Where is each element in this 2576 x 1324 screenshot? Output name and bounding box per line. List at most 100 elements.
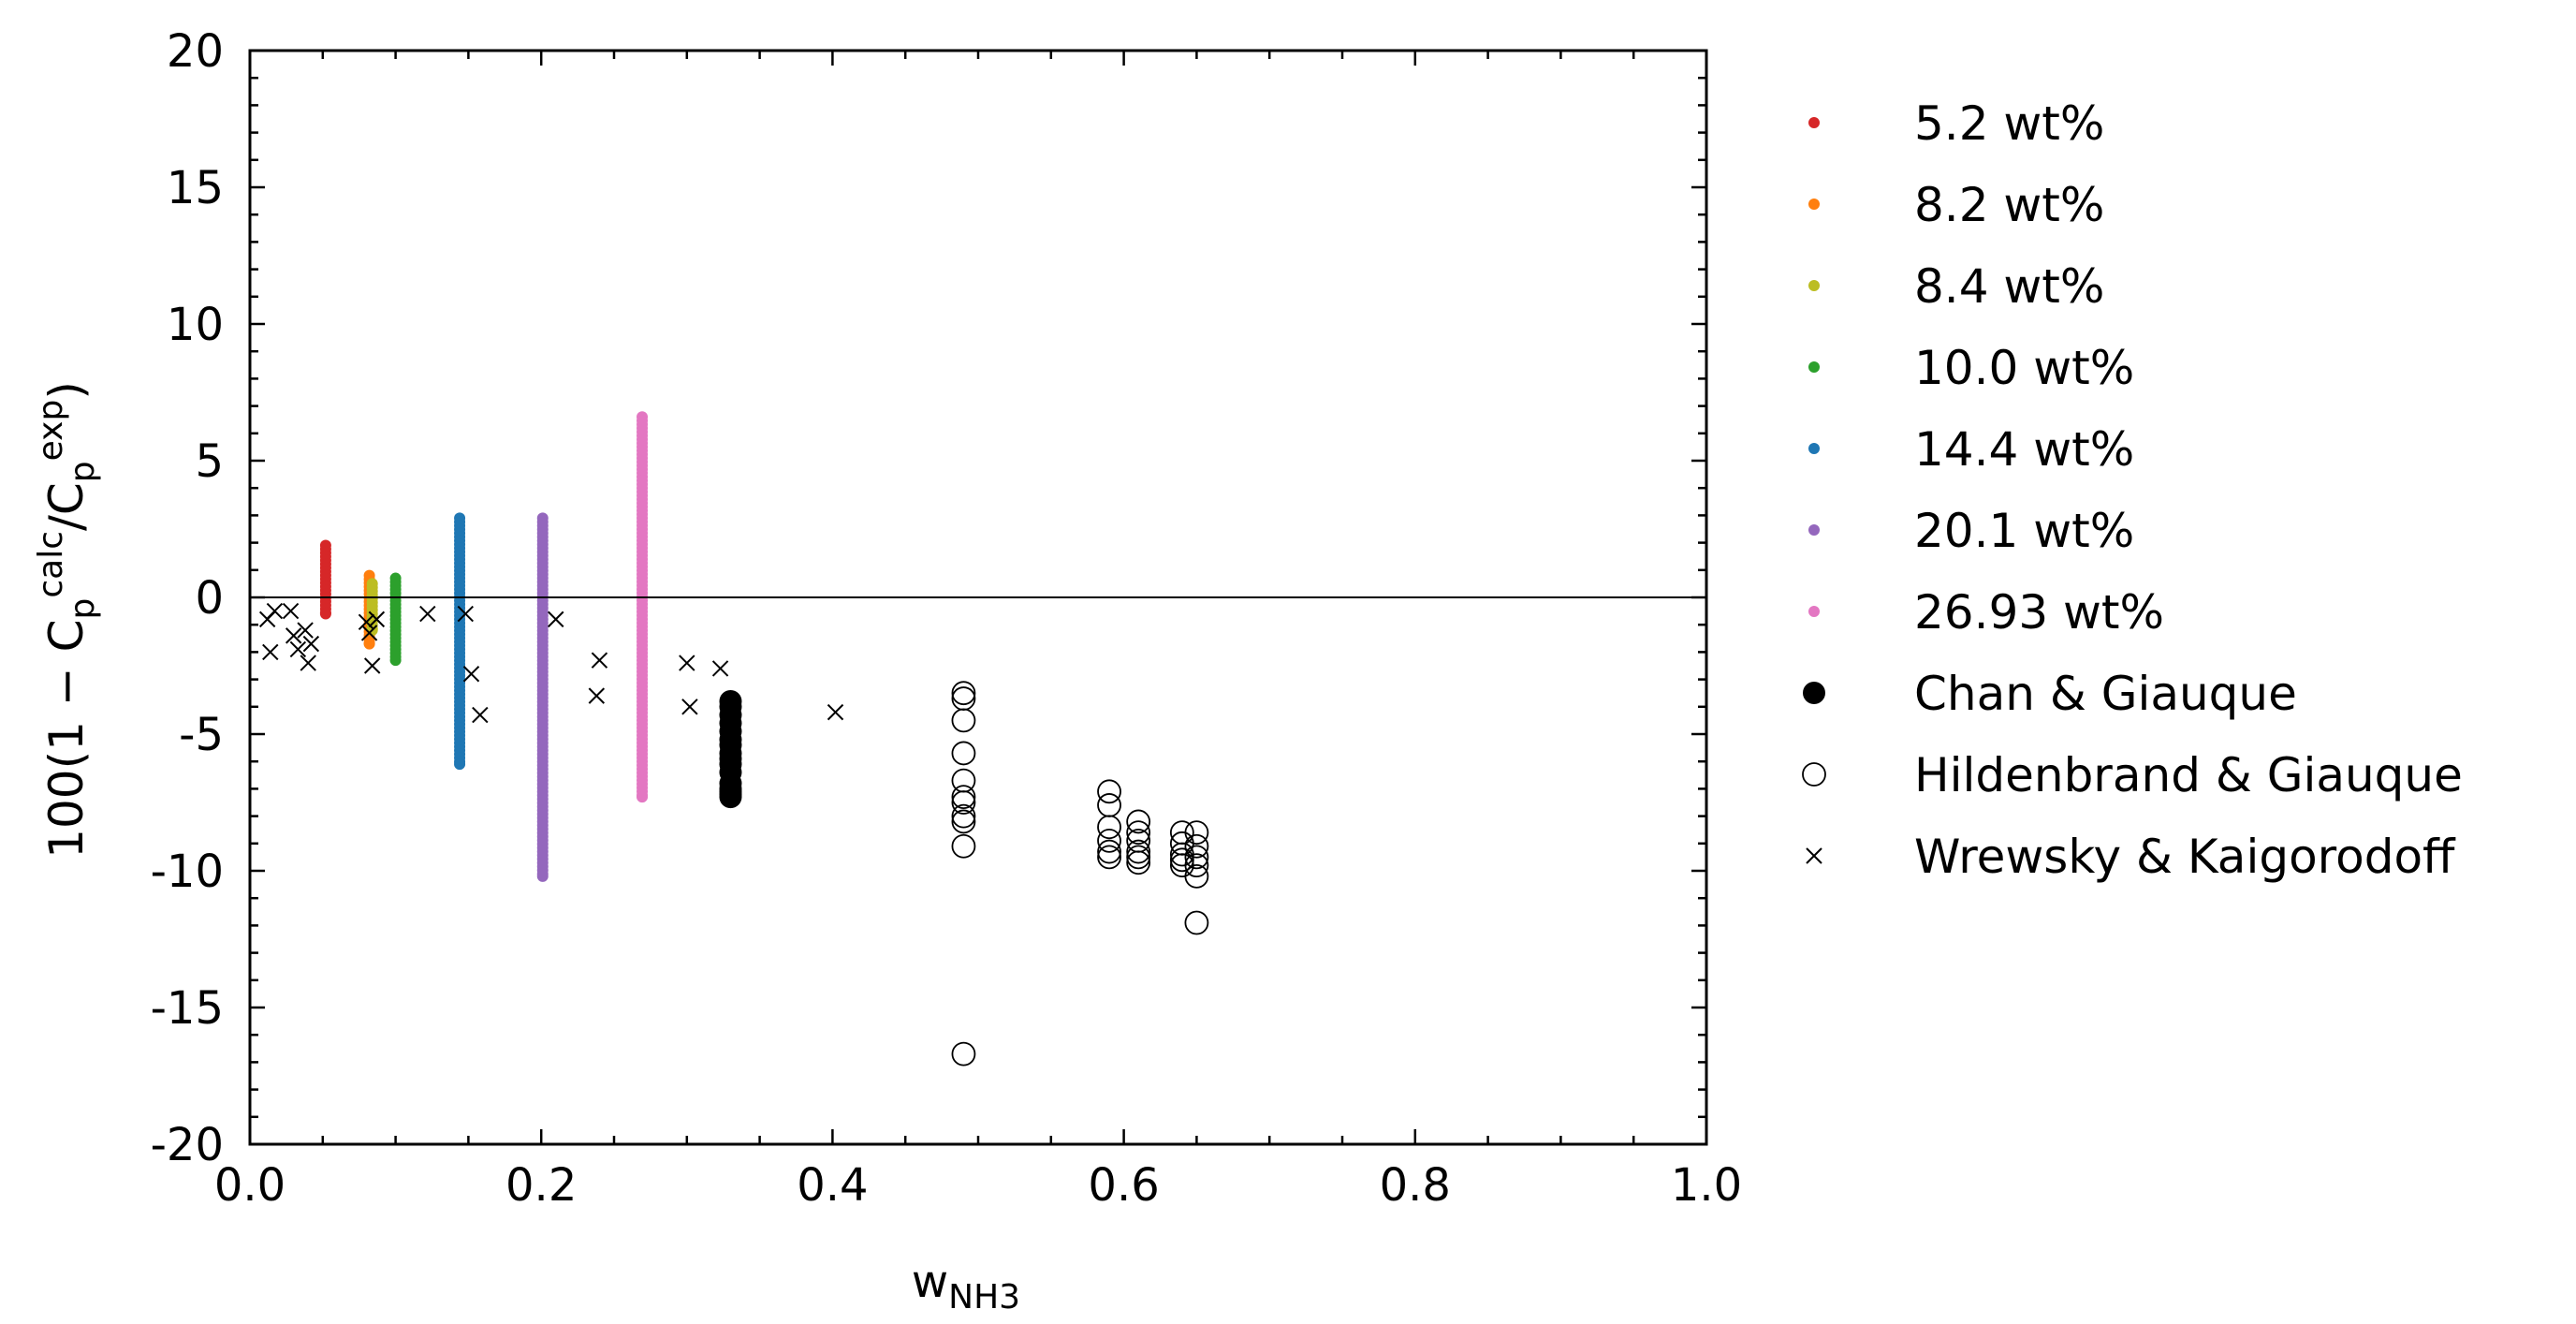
data-point [711, 660, 729, 677]
data-point [951, 1041, 976, 1067]
data-point [457, 605, 474, 623]
data-point [1126, 845, 1151, 870]
legend-marker [1802, 762, 1826, 787]
legend-item: 26.93 wt% [1808, 585, 2164, 640]
legend-label: 5.2 wt% [1914, 96, 2104, 151]
legend-label: 14.4 wt% [1914, 422, 2134, 477]
data-point [951, 833, 976, 859]
legend-item: 5.2 wt% [1808, 96, 2104, 151]
data-point [951, 708, 976, 733]
legend-marker [1808, 606, 1820, 617]
data-point [266, 602, 284, 620]
legend-marker [1803, 682, 1825, 704]
data-point [1126, 809, 1151, 834]
legend-marker [1808, 524, 1820, 536]
legend-item: 10.0 wt% [1808, 341, 2134, 395]
data-point [454, 758, 466, 771]
data-point [1169, 847, 1194, 873]
data-point [1097, 815, 1121, 840]
data-point [1184, 820, 1209, 846]
legend: 5.2 wt% 8.2 wt% 8.4 wt% 10.0 wt% 14.4 wt% 20.… [1802, 96, 2463, 884]
legend-label: Chan & Giauque [1914, 667, 2297, 721]
data-point [289, 640, 307, 658]
data-point [1097, 828, 1121, 853]
data-point [389, 655, 402, 667]
data-point [1097, 845, 1121, 870]
data-point [1126, 850, 1151, 875]
data-point [472, 706, 489, 724]
legend-item: 8.2 wt% [1808, 178, 2104, 232]
data-point [637, 791, 649, 803]
data-point [262, 643, 279, 661]
data-point [363, 657, 381, 674]
data-point [462, 666, 480, 683]
legend-label: Wrewsky & Kaigorodoff [1914, 830, 2456, 884]
series-3 [389, 572, 402, 667]
tick-labels: 0.0 0.2 0.4 0.6 0.8 1.0 20 15 10 5 0 -5 -10 -15 -20 [151, 25, 1743, 1212]
y-tick-label: -15 [151, 982, 224, 1035]
legend-item: Chan & Giauque [1803, 667, 2297, 721]
data-point [1126, 820, 1151, 846]
series-5 [536, 512, 549, 882]
series-7 [719, 689, 742, 809]
series-8 [951, 681, 1209, 1067]
data-point [300, 655, 316, 671]
legend-item: 8.4 wt% [1808, 259, 2104, 314]
y-tick-label: 10 [167, 299, 224, 351]
data-point [319, 608, 331, 620]
x-tick-label: 0.0 [214, 1159, 285, 1212]
legend-label: 8.4 wt% [1914, 259, 2104, 314]
x-tick-label: 0.8 [1380, 1159, 1451, 1212]
y-tick-label: 20 [167, 25, 224, 78]
y-tick-label: -5 [179, 709, 224, 761]
data-point [1126, 839, 1151, 864]
data-point [1184, 833, 1209, 859]
data-point [368, 611, 386, 628]
data-point [1184, 863, 1209, 889]
y-tick-label: 15 [167, 162, 224, 214]
data-point [1184, 910, 1209, 935]
data-point [536, 870, 549, 882]
legend-label: 26.93 wt% [1914, 585, 2164, 640]
x-tick-label: 0.4 [797, 1159, 868, 1212]
data-point [719, 786, 742, 809]
data-point [827, 703, 844, 721]
data-point [1097, 839, 1121, 864]
x-tick-label: 0.2 [505, 1159, 577, 1212]
legend-marker [1806, 847, 1822, 864]
data-point [358, 613, 375, 630]
data-point [588, 687, 606, 704]
data-point [951, 785, 976, 810]
legend-marker [1808, 199, 1820, 210]
legend-label: 10.0 wt% [1914, 341, 2134, 395]
data-point [681, 699, 698, 715]
x-tick-label: 1.0 [1671, 1159, 1742, 1212]
legend-item: 20.1 wt% [1808, 504, 2134, 558]
data-point [1184, 853, 1209, 878]
data-point [297, 622, 314, 639]
series-9 [258, 602, 844, 724]
data-point [951, 809, 976, 834]
legend-marker [1808, 361, 1820, 373]
legend-label: Hildenbrand & Giauque [1914, 748, 2463, 802]
x-tick-label: 0.6 [1088, 1159, 1159, 1212]
y-axis-label: 100(1 − Cpcalc/Cpexp) [32, 381, 102, 859]
legend-item: Wrewsky & Kaigorodoff [1806, 830, 2456, 884]
legend-marker [1808, 280, 1820, 291]
legend-marker [1808, 443, 1820, 454]
y-tick-label: -10 [151, 846, 224, 898]
series-4 [454, 512, 466, 771]
data-point [951, 803, 976, 829]
data-point [679, 655, 695, 671]
data-point [282, 602, 300, 620]
legend-item: Hildenbrand & Giauque [1802, 748, 2463, 802]
legend-item: 14.4 wt% [1808, 422, 2134, 477]
y-tick-label: -20 [151, 1119, 224, 1171]
legend-marker [1808, 117, 1820, 128]
data-point [951, 790, 976, 815]
data-point [951, 741, 976, 766]
y-tick-label: 0 [195, 572, 224, 625]
data-point [363, 638, 375, 650]
